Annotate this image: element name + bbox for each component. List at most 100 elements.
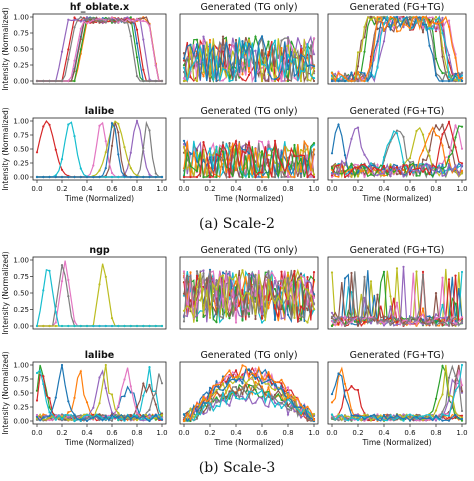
data-point (189, 417, 192, 420)
data-point (42, 382, 45, 386)
data-point (434, 134, 438, 137)
data-point (350, 71, 353, 74)
data-point (189, 275, 192, 278)
data-point (60, 50, 64, 53)
data-point (350, 385, 353, 388)
data-point (441, 55, 444, 58)
data-point (408, 419, 412, 422)
data-point (241, 40, 244, 43)
data-point (241, 397, 244, 400)
data-point (460, 74, 464, 77)
data-point (299, 52, 303, 55)
data-point (312, 53, 316, 56)
data-point (447, 163, 451, 166)
data-point (343, 382, 347, 385)
data-point (54, 321, 57, 324)
data-point (376, 321, 379, 324)
y-tick-label: 0.75 (13, 132, 29, 140)
data-point (123, 395, 126, 398)
data-point (280, 398, 283, 401)
data-point (228, 390, 231, 393)
data-point (434, 292, 438, 295)
data-point (208, 166, 212, 169)
data-point (286, 156, 290, 159)
data-point (460, 414, 464, 417)
data-point (280, 308, 283, 311)
data-point (350, 414, 353, 417)
data-point (434, 15, 438, 19)
y-tick-label: 0.50 (13, 46, 29, 54)
data-point (117, 416, 120, 419)
x-tick-label: 0.4 (81, 429, 93, 437)
data-point (402, 164, 405, 167)
data-point (299, 305, 303, 308)
data-point (267, 386, 270, 389)
data-point (312, 37, 316, 40)
data-point (389, 139, 392, 142)
data-point (447, 394, 451, 397)
data-point (273, 388, 277, 392)
data-point (241, 382, 244, 385)
data-point (343, 163, 347, 166)
y-tick-label: 1.00 (13, 118, 29, 126)
y-tick-label: 0.50 (13, 290, 29, 298)
data-point (60, 158, 64, 161)
data-point (160, 413, 164, 417)
data-point (73, 396, 76, 399)
data-point (202, 71, 205, 74)
data-point (408, 157, 412, 160)
data-point (306, 163, 309, 167)
data-point (195, 417, 199, 420)
data-point (293, 48, 296, 51)
data-point (454, 136, 457, 139)
data-point (195, 410, 199, 413)
series-line (37, 260, 162, 327)
data-point (215, 288, 218, 291)
data-point (247, 38, 251, 42)
data-point (389, 19, 392, 22)
data-point (441, 31, 444, 35)
data-point (273, 175, 277, 179)
data-point (195, 149, 199, 152)
data-point (395, 417, 399, 420)
data-point (202, 315, 205, 318)
data-point (234, 38, 238, 42)
data-point (460, 390, 464, 393)
panel-title: hf_oblate.x (70, 2, 129, 13)
data-point (415, 322, 418, 326)
data-point (363, 36, 366, 39)
x-tick-label: 1.0 (456, 185, 467, 193)
data-point (247, 310, 251, 313)
data-point (330, 311, 334, 314)
data-point (254, 147, 257, 150)
data-point (350, 319, 353, 322)
series-line (37, 263, 162, 327)
data-point (376, 40, 379, 43)
panel-title: Generated (TG only) (200, 2, 297, 13)
data-point (286, 271, 290, 274)
data-point (460, 363, 464, 367)
data-point (376, 163, 379, 166)
data-point (428, 315, 431, 318)
data-point (460, 147, 464, 150)
data-point (221, 35, 225, 38)
data-point (67, 414, 70, 417)
data-point (369, 18, 373, 21)
data-point (182, 79, 186, 83)
data-point (337, 419, 340, 422)
data-point (330, 417, 334, 420)
data-point (234, 379, 238, 382)
data-point (234, 79, 238, 82)
data-point (447, 75, 451, 78)
data-point (299, 148, 303, 152)
data-point (441, 303, 444, 306)
data-point (129, 413, 132, 417)
data-point (254, 401, 257, 404)
panel-title: Generated (TG only) (200, 350, 297, 361)
data-point (202, 59, 205, 62)
data-point (98, 418, 101, 422)
data-point (79, 27, 82, 30)
data-point (356, 175, 360, 178)
data-point (273, 393, 277, 396)
